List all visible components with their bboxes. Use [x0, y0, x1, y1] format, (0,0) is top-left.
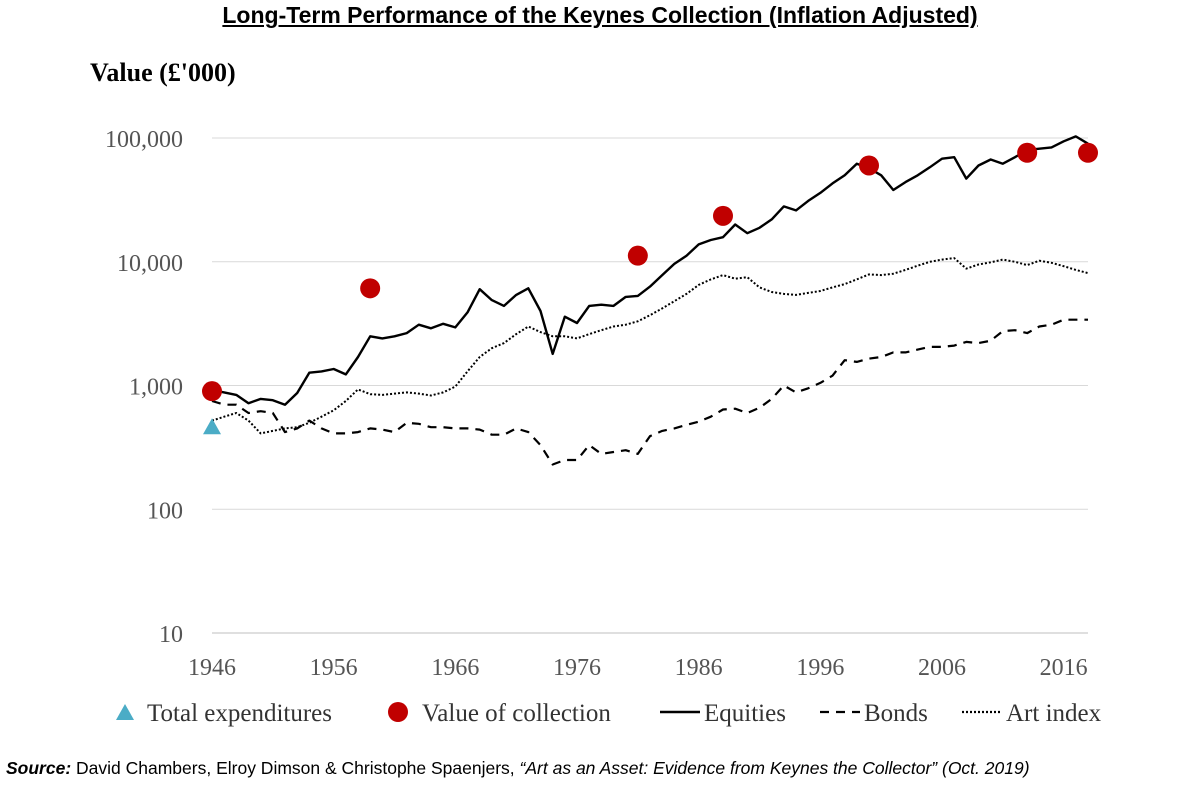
legend-circle-icon [388, 702, 408, 722]
series-art-index-line [211, 257, 1089, 435]
legend-label: Bonds [864, 700, 928, 727]
total-expenditures-point [203, 418, 221, 435]
chart-canvas: 10 100 1,000 10,000 100,000 1946 1956 1966 1976… [105, 127, 1102, 727]
y-tick-label: 100 [147, 498, 183, 524]
x-tick-label: 1956 [310, 655, 358, 681]
chart-title: Long-Term Performance of the Keynes Coll… [222, 2, 978, 28]
series-equities-line [211, 135, 1089, 406]
x-tick-labels: 1946 1956 1966 1976 1986 1996 2006 2016 [188, 655, 1088, 681]
value-of-collection-point [627, 245, 648, 266]
legend-label: Equities [704, 700, 786, 727]
series-bonds-line [211, 318, 1088, 466]
x-tick-label: 2006 [918, 655, 966, 681]
y-axis-label: Value (£'000) [90, 58, 236, 87]
y-tick-label: 1,000 [129, 375, 183, 401]
legend-label: Total expenditures [147, 700, 332, 727]
series-layer [202, 135, 1098, 466]
x-tick-label: 1986 [675, 655, 723, 681]
legend-triangle-icon [116, 704, 134, 720]
x-tick-label: 1996 [796, 655, 844, 681]
source-note: Source: David Chambers, Elroy Dimson & C… [6, 758, 1200, 779]
source-authors: David Chambers, Elroy Dimson & Christoph… [71, 758, 520, 778]
gridlines [212, 137, 1088, 634]
value-of-collection-point [202, 381, 222, 402]
source-label: Source: [6, 758, 72, 778]
source-work: “Art as an Asset: Evidence from Keynes t… [519, 758, 1030, 778]
y-tick-label: 10 [159, 622, 183, 648]
x-tick-label: 1946 [188, 655, 236, 681]
y-tick-label: 100,000 [105, 127, 183, 153]
value-of-collection-point [859, 155, 879, 176]
x-tick-label: 1966 [431, 655, 479, 681]
x-tick-label: 1976 [553, 655, 601, 681]
value-of-collection-point [1078, 142, 1098, 163]
value-of-collection-point [1017, 142, 1038, 163]
x-tick-label: 2016 [1040, 655, 1088, 681]
value-of-collection-point [713, 205, 733, 226]
legend-label: Art index [1006, 700, 1102, 727]
legend-label: Value of collection [422, 700, 611, 727]
y-tick-label: 10,000 [117, 251, 183, 277]
y-tick-labels: 10 100 1,000 10,000 100,000 [105, 127, 183, 648]
legend: Total expenditures Value of collection Equ… [116, 700, 1102, 727]
value-of-collection-point [360, 278, 381, 299]
